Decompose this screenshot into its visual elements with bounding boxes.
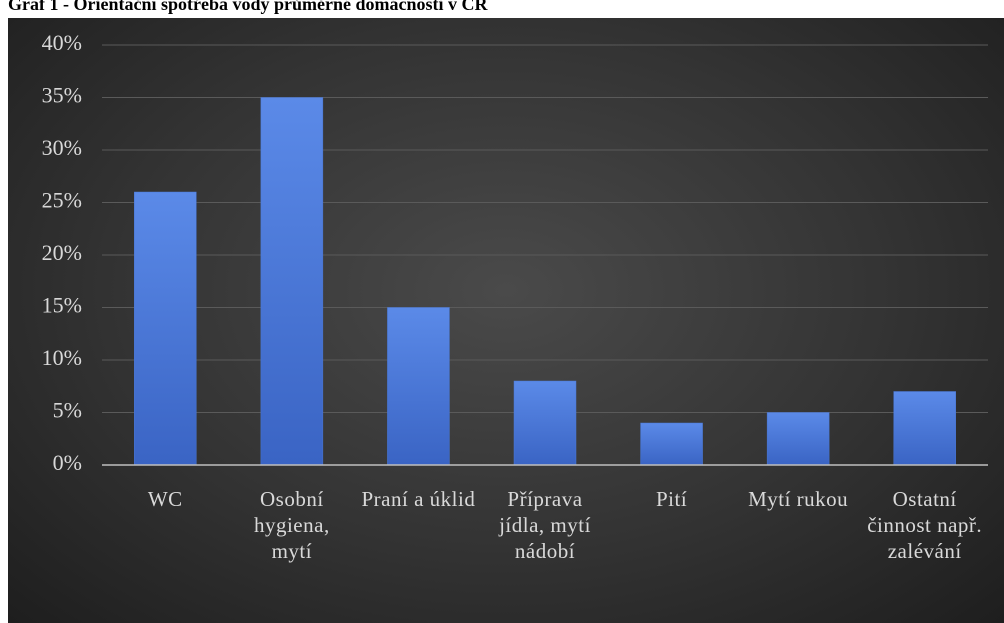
x-tick-label: Praní a úklid bbox=[361, 487, 476, 511]
bar bbox=[513, 380, 577, 466]
y-tick-label: 35% bbox=[42, 83, 82, 108]
bar bbox=[134, 191, 197, 466]
bar bbox=[766, 412, 830, 466]
bar bbox=[640, 422, 703, 466]
bar bbox=[387, 307, 450, 466]
bar bbox=[893, 391, 956, 466]
y-tick-label: 40% bbox=[42, 30, 82, 55]
x-tick-label: Příprava jídla, mytí nádobí bbox=[499, 487, 591, 563]
y-tick-label: 0% bbox=[53, 450, 82, 475]
y-tick-label: 30% bbox=[42, 135, 82, 160]
y-tick-label: 20% bbox=[42, 240, 82, 265]
y-tick-label: 10% bbox=[42, 345, 82, 370]
y-tick-label: 25% bbox=[42, 188, 82, 213]
x-tick-label: Ostatní činnost např. zalévání bbox=[867, 487, 983, 563]
x-tick-label: Mytí rukou bbox=[748, 487, 849, 511]
y-tick-label: 15% bbox=[42, 293, 82, 318]
y-tick-label: 5% bbox=[53, 398, 82, 423]
x-tick-label: Osobní hygiena, mytí bbox=[253, 487, 330, 563]
chart-title: Graf 1 - Orientační spotřeba vody průměr… bbox=[8, 0, 488, 14]
x-tick-label: WC bbox=[147, 487, 183, 511]
bar bbox=[260, 97, 324, 466]
x-tick-label: Pití bbox=[655, 487, 688, 511]
